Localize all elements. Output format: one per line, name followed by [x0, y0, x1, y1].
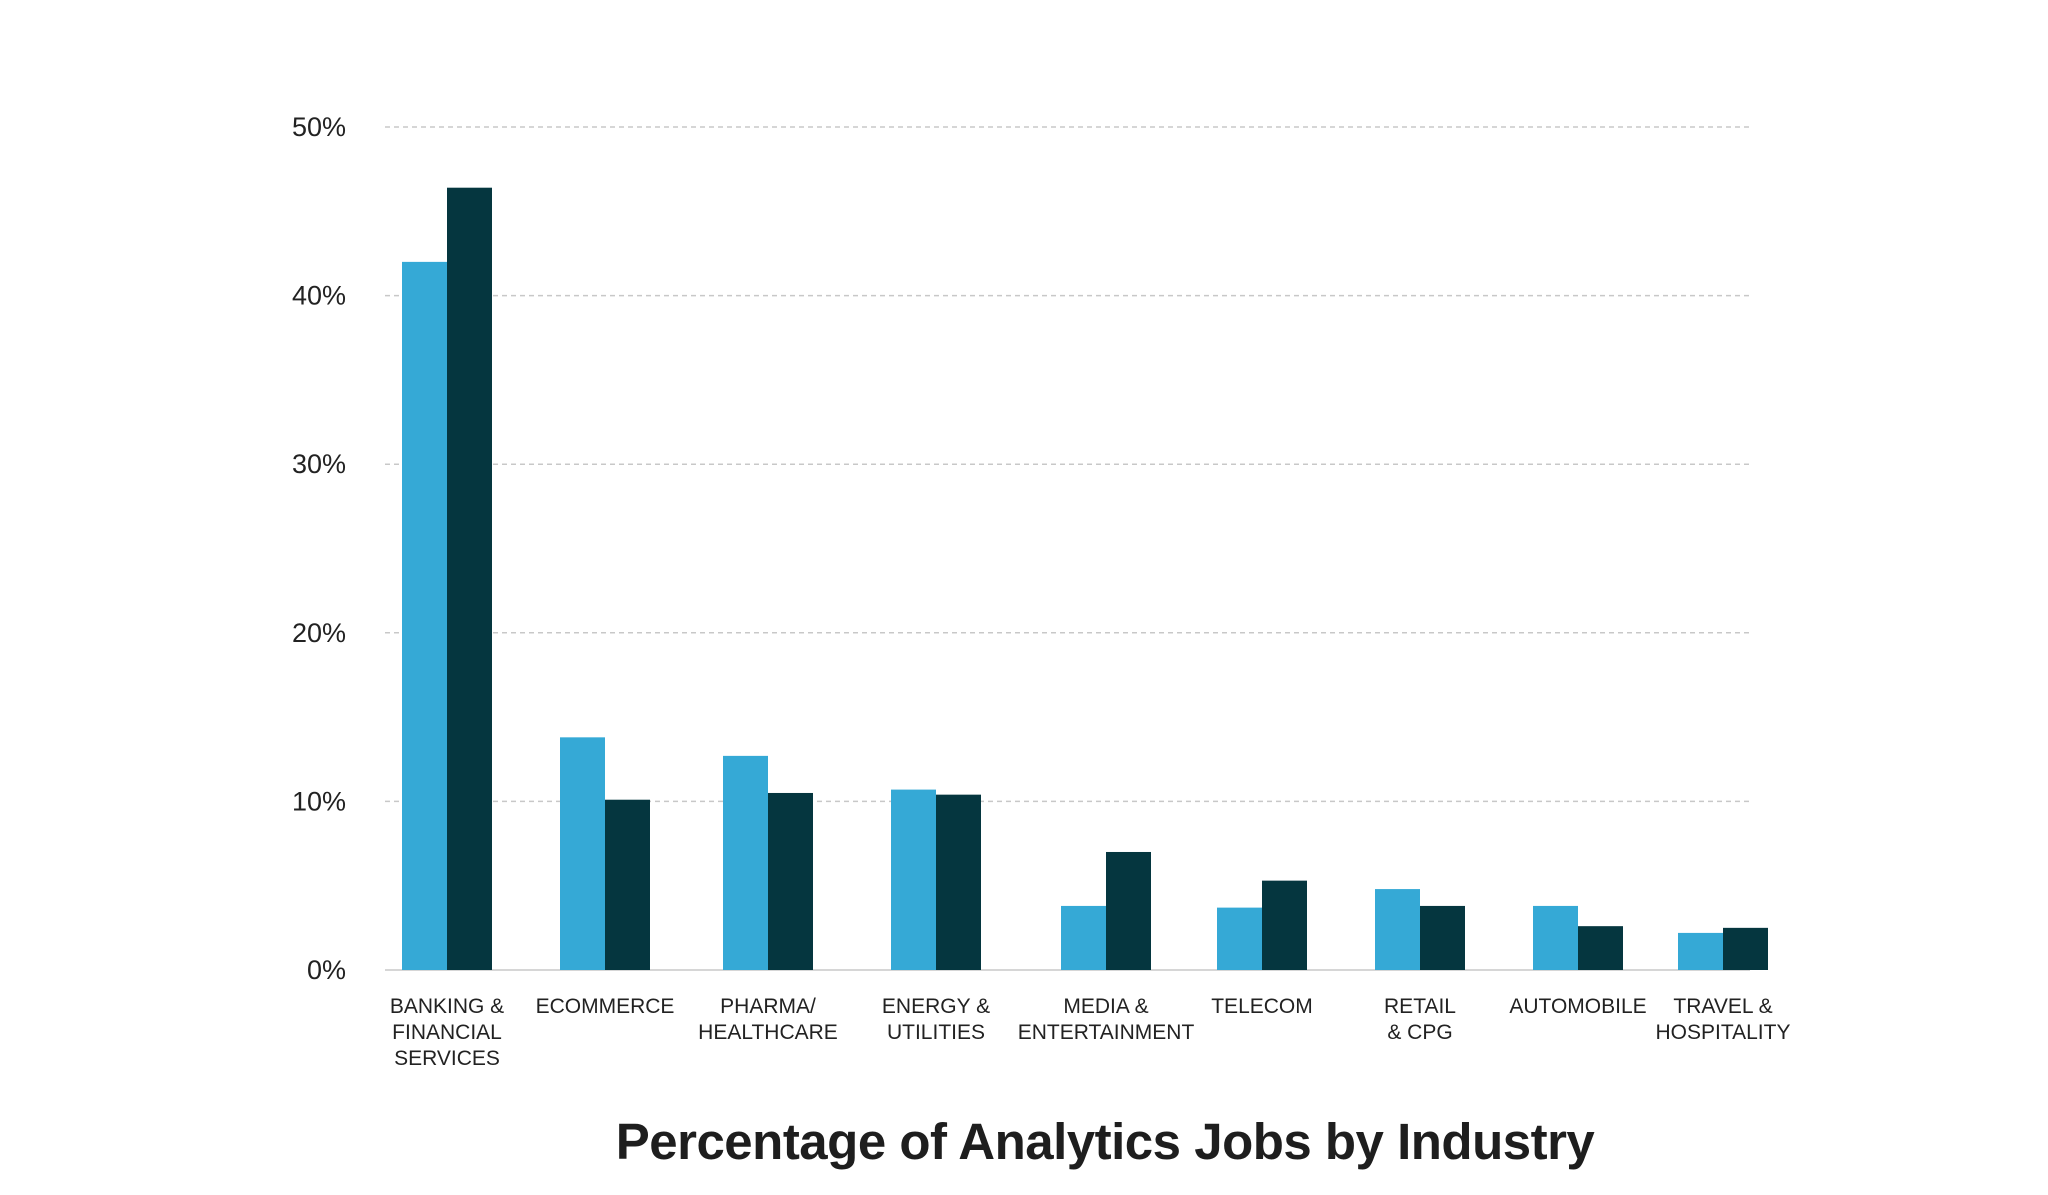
bar-series-1	[1217, 907, 1262, 970]
bar-series-1	[1678, 932, 1723, 970]
x-category-label-line: ENTERTAINMENT	[1018, 1021, 1195, 1044]
x-category-label-line: HEALTHCARE	[698, 1021, 838, 1044]
x-category-label: ENERGY & UTILITIES	[882, 995, 990, 1044]
x-category-label-line: TELECOM	[1211, 995, 1313, 1018]
x-category-label-line: PHARMA/	[720, 995, 816, 1018]
x-category-label-line: ENERGY &	[882, 995, 990, 1018]
y-tick-label: 30%	[292, 449, 346, 479]
x-category-label: MEDIA & ENTERTAINMENT	[1018, 995, 1195, 1044]
bar-series-1	[560, 737, 605, 970]
bar-series-1	[1375, 889, 1420, 970]
bar-series-2	[1420, 905, 1465, 970]
bar-series-2	[1723, 927, 1768, 970]
x-category-label: AUTOMOBILE	[1509, 995, 1646, 1018]
bar-series-2	[768, 792, 813, 970]
x-category-label-line: HOSPITALITY	[1656, 1021, 1791, 1044]
y-tick-label: 20%	[292, 618, 346, 648]
y-tick-label: 10%	[292, 786, 346, 816]
bar-series-2	[1578, 926, 1623, 970]
x-category-label-line: FINANCIAL	[392, 1021, 502, 1044]
bars	[402, 187, 1768, 971]
x-category-label-line: SERVICES	[394, 1047, 500, 1070]
bar-series-2	[605, 799, 650, 970]
y-tick-label: 50%	[292, 112, 346, 142]
bar-series-1	[402, 261, 447, 970]
bar-series-2	[936, 794, 981, 970]
bar-series-1	[723, 755, 768, 970]
x-category-label-line: RETAIL	[1384, 995, 1456, 1018]
bar-series-1	[1533, 905, 1578, 970]
x-category-label: PHARMA/HEALTHCARE	[698, 995, 838, 1044]
x-category-label-line: BANKING &	[390, 995, 504, 1018]
y-tick-label: 40%	[292, 281, 346, 311]
bar-series-1	[891, 789, 936, 970]
x-category-label-line: MEDIA &	[1063, 995, 1148, 1018]
x-category-label: RETAIL & CPG	[1384, 995, 1456, 1044]
x-category-label-line: UTILITIES	[887, 1021, 985, 1044]
bar-series-2	[1106, 851, 1151, 970]
bar-series-2	[447, 187, 492, 971]
y-tick-label: 0%	[307, 955, 346, 985]
chart-title: Percentage of Analytics Jobs by Industry	[615, 1113, 1595, 1170]
bar-series-2	[1262, 880, 1307, 970]
x-category-label-line: & CPG	[1387, 1021, 1452, 1044]
y-axis-tick-labels: 0% 10% 20% 30% 40% 50%	[292, 112, 346, 985]
x-category-label-line: TRAVEL &	[1673, 995, 1772, 1018]
x-category-label: TRAVEL & HOSPITALITY	[1656, 995, 1791, 1044]
x-category-label: ECOMMERCE	[536, 995, 675, 1018]
x-category-label: BANKING & FINANCIAL SERVICES	[390, 995, 504, 1070]
x-axis-category-labels: BANKING & FINANCIAL SERVICES ECOMMERCE PHARM…	[390, 995, 1791, 1070]
x-category-label-line: ECOMMERCE	[536, 995, 675, 1018]
x-category-label: TELECOM	[1211, 995, 1313, 1018]
bar-series-1	[1061, 905, 1106, 970]
x-category-label-line: AUTOMOBILE	[1509, 995, 1646, 1018]
